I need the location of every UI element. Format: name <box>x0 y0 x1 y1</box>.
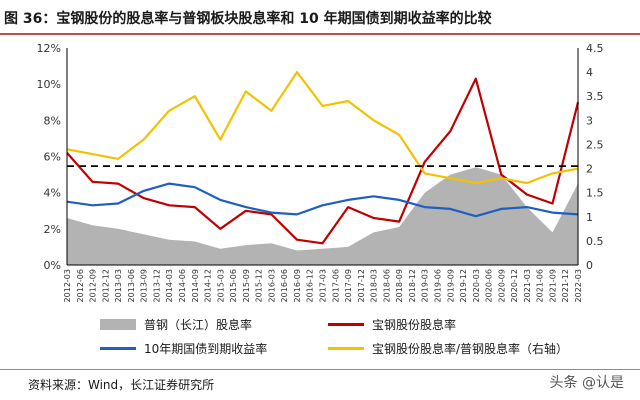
x-tick-label: 2021-06 <box>536 269 545 302</box>
y-right-tick-label: 4.5 <box>586 42 604 55</box>
series-line-ratio <box>66 70 579 185</box>
x-tick-label: 2020-06 <box>485 269 494 302</box>
legend-swatch-area <box>100 319 136 330</box>
dividend-yield-chart: 0% 2% 4% 6% 8% 10% 12% 0 0.5 1 1.5 2 2.5 3 3.5 4 4.5 2012… <box>37 42 604 302</box>
x-tick-label: 2012-06 <box>76 269 85 302</box>
x-tick-label: 2020-03 <box>472 269 481 302</box>
x-tick-label: 2016-12 <box>306 269 315 302</box>
x-tick-label: 2015-03 <box>216 269 225 302</box>
x-tick-label: 2014-09 <box>191 269 200 302</box>
x-tick-label: 2021-03 <box>523 269 532 302</box>
watermark: 头条 @认是 <box>549 375 624 391</box>
x-tick-label: 2019-09 <box>446 269 455 302</box>
x-tick-label: 2013-03 <box>114 269 123 302</box>
title-underline <box>0 33 640 35</box>
legend-item-baosteel-yield: 宝钢股份股息率 <box>328 316 456 333</box>
x-tick-label: 2018-06 <box>382 269 391 302</box>
figure-title: 图 36：宝钢股份的股息率与普钢板块股息率和 10 年期国债到期收益率的比较 <box>4 11 492 27</box>
y-right-tick-label: 1.5 <box>586 187 604 200</box>
x-tick-label: 2014-03 <box>165 269 174 302</box>
x-tick-label: 2022-03 <box>574 269 583 302</box>
legend-label: 宝钢股份股息率/普钢股息率（右轴） <box>372 342 569 356</box>
legend-item-ratio: 宝钢股份股息率/普钢股息率（右轴） <box>328 340 568 357</box>
y-left-tick-label: 0% <box>44 259 61 272</box>
x-tick-label: 2017-03 <box>319 269 328 302</box>
x-tick-label: 2014-12 <box>204 269 213 302</box>
y-left-tick-label: 4% <box>44 187 61 200</box>
series-line-baosteel-yield <box>66 77 580 245</box>
x-tick-label: 2017-09 <box>344 269 353 302</box>
x-tick-label: 2015-12 <box>255 269 264 302</box>
y-right-tick-label: 2.5 <box>586 138 604 151</box>
legend-label: 10年期国债到期收益率 <box>144 342 268 356</box>
x-tick-label: 2018-03 <box>370 269 379 302</box>
x-tick-label: 2017-12 <box>357 269 366 302</box>
y-right-tick-label: 0.5 <box>586 235 604 248</box>
x-tick-label: 2013-06 <box>127 269 136 302</box>
y-left-tick-label: 8% <box>44 114 61 127</box>
x-tick-label: 2016-03 <box>267 269 276 302</box>
x-tick-label: 2018-09 <box>395 269 404 302</box>
legend-label: 普钢（长江）股息率 <box>144 318 253 332</box>
series-line-bond-yield <box>66 182 579 218</box>
y-right-tick-label: 0 <box>586 259 593 272</box>
y-right-tick-label: 2 <box>586 163 593 176</box>
series-area-industry-yield <box>67 167 578 265</box>
x-tick-label: 2016-09 <box>293 269 302 302</box>
x-tick-label: 2015-06 <box>229 269 238 302</box>
x-tick-label: 2017-06 <box>331 269 340 302</box>
chart-legend: 普钢（长江）股息率 宝钢股份股息率 10年期国债到期收益率 宝钢股份股息率/普钢… <box>0 312 640 362</box>
x-tick-label: 2019-12 <box>459 269 468 302</box>
source-note: 资料来源：Wind，长江证券研究所 <box>28 378 215 392</box>
legend-item-industry-yield: 普钢（长江）股息率 <box>100 316 252 333</box>
bottom-rule <box>0 369 640 370</box>
x-tick-label: 2019-06 <box>433 269 442 302</box>
x-tick-label: 2018-12 <box>408 269 417 302</box>
y-left-tick-label: 10% <box>37 78 61 91</box>
x-tick-label: 2021-12 <box>561 269 570 302</box>
x-tick-label: 2020-09 <box>497 269 506 302</box>
x-tick-label: 2013-12 <box>152 269 161 302</box>
legend-swatch-line <box>328 347 364 350</box>
legend-item-bond-yield: 10年期国债到期收益率 <box>100 340 267 357</box>
title-bar: 图 36：宝钢股份的股息率与普钢板块股息率和 10 年期国债到期收益率的比较 <box>0 0 640 35</box>
x-tick-label: 2015-09 <box>242 269 251 302</box>
legend-swatch-line <box>328 323 364 326</box>
x-tick-label: 2012-12 <box>101 269 110 302</box>
x-tick-label: 2019-03 <box>421 269 430 302</box>
y-left-tick-label: 6% <box>44 151 61 164</box>
x-tick-label: 2021-09 <box>548 269 557 302</box>
y-right-tick-label: 3 <box>586 114 593 127</box>
legend-label: 宝钢股份股息率 <box>372 318 457 332</box>
y-right-tick-label: 4 <box>586 66 593 79</box>
y-left-tick-label: 2% <box>44 223 61 236</box>
x-tick-label: 2012-09 <box>89 269 98 302</box>
x-tick-label: 2013-09 <box>140 269 149 302</box>
x-tick-label: 2020-12 <box>510 269 519 302</box>
y-right-tick-label: 1 <box>586 211 593 224</box>
x-tick-label: 2012-03 <box>63 269 72 302</box>
x-tick-label: 2016-06 <box>280 269 289 302</box>
y-right-tick-label: 3.5 <box>586 90 604 103</box>
y-left-tick-label: 12% <box>37 42 61 55</box>
legend-swatch-line <box>100 347 136 350</box>
x-tick-label: 2014-06 <box>178 269 187 302</box>
